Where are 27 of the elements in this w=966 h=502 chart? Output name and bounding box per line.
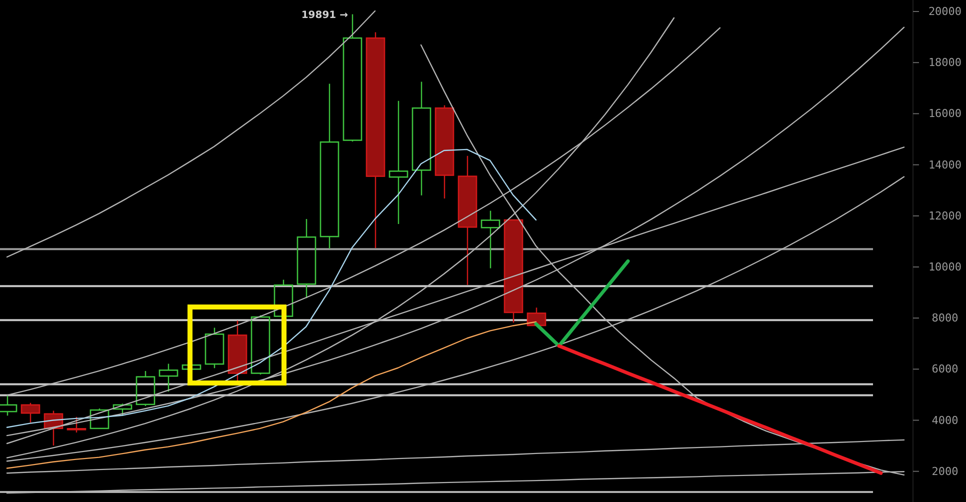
candlestick bbox=[480, 210, 500, 269]
y-tick-label: 8000 bbox=[932, 312, 958, 325]
candlestick bbox=[434, 104, 454, 200]
candlestick bbox=[228, 320, 248, 382]
line-series bbox=[557, 344, 883, 475]
candlestick bbox=[296, 218, 316, 299]
candlestick bbox=[158, 363, 178, 392]
candlestick bbox=[20, 402, 40, 424]
y-tick-label: 6000 bbox=[932, 362, 958, 376]
y-tick-label: 16000 bbox=[928, 107, 962, 120]
y-tick-label: 14000 bbox=[928, 158, 962, 172]
candlestick bbox=[204, 327, 224, 369]
y-tick-label: 18000 bbox=[928, 56, 962, 70]
line-series bbox=[6, 10, 376, 258]
candlestick bbox=[388, 100, 408, 225]
y-tick-label: 2000 bbox=[932, 464, 958, 478]
line-series bbox=[6, 148, 537, 428]
candlestick bbox=[366, 32, 386, 249]
y-tick-label: 10000 bbox=[928, 260, 962, 274]
candlestick bbox=[458, 155, 478, 286]
candlestick bbox=[412, 81, 432, 196]
candlestick bbox=[66, 416, 86, 434]
y-tick-label: 20000 bbox=[928, 5, 962, 18]
candlestick bbox=[320, 83, 340, 250]
annotation: 19891 → bbox=[301, 10, 348, 21]
y-tick-label: 4000 bbox=[932, 414, 958, 427]
y-tick-label: 12000 bbox=[928, 209, 962, 222]
